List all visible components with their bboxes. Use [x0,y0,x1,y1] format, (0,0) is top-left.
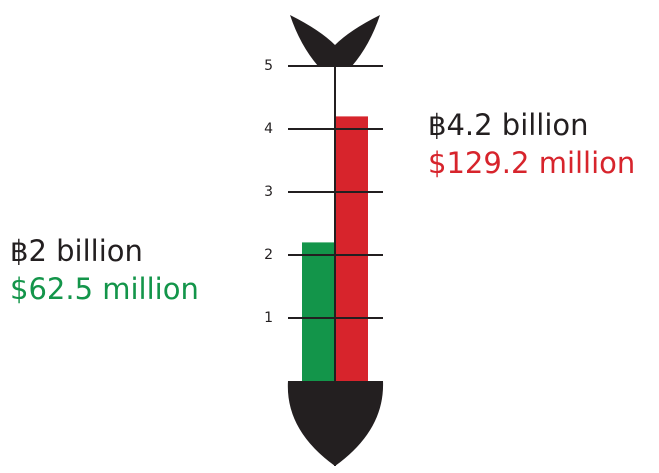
bar [335,116,368,382]
bar [302,242,335,381]
arrow-fletching [290,15,380,66]
y-tick-label: 1 [264,310,273,326]
y-tick-label: 3 [264,184,273,200]
value-label: ฿4.2 billion [428,108,589,142]
secondary-label: $62.5 million [10,272,199,306]
y-tick-label: 2 [264,247,273,263]
y-tick-label: 5 [264,58,273,74]
value-label: ฿2 billion [10,234,143,268]
secondary-label: $129.2 million [428,146,635,180]
y-tick-label: 4 [264,121,273,137]
